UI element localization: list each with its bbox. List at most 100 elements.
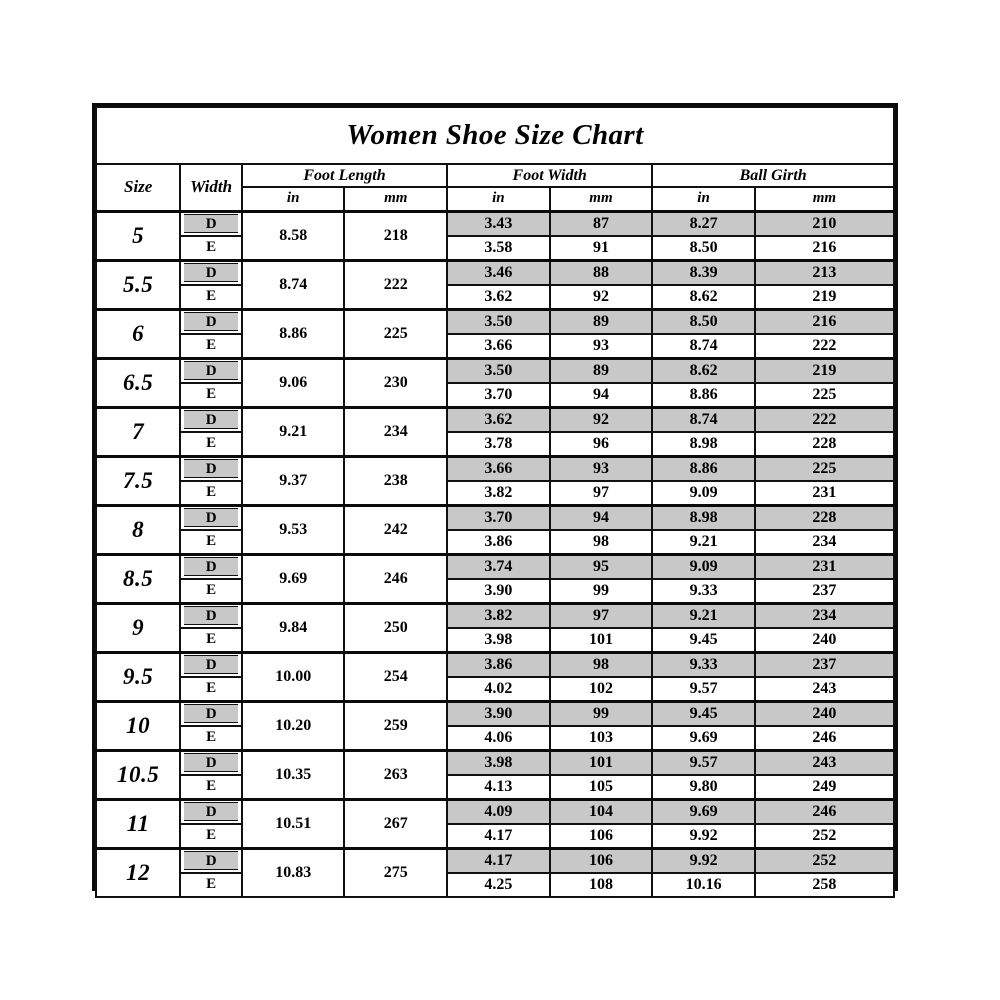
cell-width-code: D xyxy=(179,797,243,825)
header-unit-row: in mm in mm in mm xyxy=(96,186,896,213)
cell-foot-length-in: 10.00 xyxy=(240,650,346,702)
width-code-label: E xyxy=(206,876,217,893)
cell-width-code: D xyxy=(179,258,243,286)
cell-width-code: E xyxy=(179,529,243,555)
cell-foot-width-mm: 104 xyxy=(548,797,654,825)
cell-size: 6 xyxy=(94,307,182,359)
cell-foot-width-in: 4.09 xyxy=(446,797,551,825)
cell-foot-length-in: 9.21 xyxy=(240,405,346,457)
cell-size: 10.5 xyxy=(94,748,182,800)
cell-foot-width-in: 3.86 xyxy=(446,528,551,555)
header-group-foot-width: Foot Width xyxy=(446,163,654,188)
cell-foot-width-in: 3.98 xyxy=(446,626,551,653)
width-code-label: D xyxy=(184,753,238,772)
chart-title-row: Women Shoe Size Chart xyxy=(95,106,895,165)
cell-foot-width-in: 3.98 xyxy=(446,748,551,776)
cell-ball-girth-mm: 258 xyxy=(753,871,896,898)
cell-ball-girth-in: 9.45 xyxy=(651,699,756,727)
cell-ball-girth-mm: 249 xyxy=(753,773,896,800)
cell-width-code: E xyxy=(179,480,243,506)
cell-ball-girth-mm: 213 xyxy=(753,258,896,286)
table-row: 10 D 10.20 259 3.90 99 9.45 240 xyxy=(94,699,896,751)
cell-foot-length-mm: 230 xyxy=(343,356,449,408)
cell-ball-girth-in: 9.92 xyxy=(651,822,756,849)
table-row: E 4.06 103 9.69 246 xyxy=(96,724,896,751)
cell-ball-girth-mm: 246 xyxy=(753,724,896,751)
width-code-label: D xyxy=(184,508,238,527)
table-row: E 3.62 92 8.62 219 xyxy=(96,283,896,310)
cell-foot-width-in: 3.82 xyxy=(446,601,551,629)
cell-foot-width-mm: 91 xyxy=(548,234,654,261)
cell-ball-girth-in: 9.57 xyxy=(651,675,756,702)
cell-foot-length-in: 9.37 xyxy=(240,454,346,506)
cell-ball-girth-mm: 228 xyxy=(753,430,896,457)
cell-width-code: E xyxy=(179,823,243,849)
cell-size: 12 xyxy=(94,846,182,898)
cell-foot-width-mm: 98 xyxy=(548,528,654,555)
width-code-label: D xyxy=(184,263,238,282)
cell-width-code: E xyxy=(179,235,243,261)
cell-foot-width-mm: 106 xyxy=(548,846,654,874)
width-code-label: E xyxy=(206,484,217,500)
cell-width-code: D xyxy=(179,699,243,727)
cell-ball-girth-mm: 240 xyxy=(753,699,896,727)
cell-ball-girth-in: 9.21 xyxy=(651,601,756,629)
cell-ball-girth-mm: 243 xyxy=(753,748,896,776)
width-code-label: E xyxy=(206,533,217,549)
cell-size: 7.5 xyxy=(94,454,182,506)
cell-ball-girth-mm: 243 xyxy=(753,675,896,702)
cell-width-code: D xyxy=(179,356,243,384)
page-title: Women Shoe Size Chart xyxy=(95,106,895,165)
table-row: E 4.17 106 9.92 252 xyxy=(96,822,896,849)
width-code-label: D xyxy=(184,606,238,625)
cell-ball-girth-mm: 240 xyxy=(753,626,896,653)
cell-ball-girth-mm: 246 xyxy=(753,797,896,825)
cell-ball-girth-in: 8.98 xyxy=(651,430,756,457)
cell-foot-width-mm: 98 xyxy=(548,650,654,678)
cell-ball-girth-mm: 234 xyxy=(753,528,896,555)
width-code-label: E xyxy=(206,827,217,843)
cell-foot-width-in: 4.13 xyxy=(446,773,551,800)
cell-foot-width-mm: 87 xyxy=(548,209,654,237)
cell-foot-width-in: 3.78 xyxy=(446,430,551,457)
cell-foot-length-in: 10.83 xyxy=(240,846,346,898)
width-code-label: D xyxy=(184,851,238,870)
cell-ball-girth-in: 9.80 xyxy=(651,773,756,800)
table-row: E 3.90 99 9.33 237 xyxy=(96,577,896,604)
header-group-foot-length: Foot Length xyxy=(240,163,449,188)
cell-foot-width-mm: 94 xyxy=(548,381,654,408)
width-code-label: D xyxy=(184,655,238,674)
table-row: 5 D 8.58 218 3.43 87 8.27 210 xyxy=(94,209,896,261)
cell-ball-girth-mm: 231 xyxy=(753,552,896,580)
table-row: 12 D 10.83 275 4.17 106 9.92 252 xyxy=(94,846,896,898)
header-unit-ball-girth-mm: mm xyxy=(753,186,896,213)
table-row: 7 D 9.21 234 3.62 92 8.74 222 xyxy=(94,405,896,457)
cell-foot-length-in: 10.35 xyxy=(240,748,346,800)
cell-foot-length-mm: 263 xyxy=(343,748,449,800)
table-row: 6.5 D 9.06 230 3.50 89 8.62 219 xyxy=(94,356,896,408)
cell-foot-length-mm: 246 xyxy=(343,552,449,604)
cell-foot-width-in: 3.50 xyxy=(446,356,551,384)
cell-ball-girth-in: 9.57 xyxy=(651,748,756,776)
cell-foot-length-mm: 259 xyxy=(343,699,449,751)
width-code-label: E xyxy=(206,239,217,255)
cell-foot-width-mm: 88 xyxy=(548,258,654,286)
cell-foot-length-mm: 234 xyxy=(343,405,449,457)
cell-foot-width-in: 3.74 xyxy=(446,552,551,580)
cell-foot-length-in: 8.58 xyxy=(240,209,346,261)
cell-foot-width-mm: 101 xyxy=(548,626,654,653)
cell-foot-length-mm: 222 xyxy=(343,258,449,310)
cell-foot-length-in: 10.51 xyxy=(240,797,346,849)
cell-width-code: E xyxy=(179,431,243,457)
cell-size: 5.5 xyxy=(94,258,182,310)
cell-ball-girth-mm: 219 xyxy=(753,356,896,384)
cell-ball-girth-mm: 234 xyxy=(753,601,896,629)
header-unit-foot-length-in: in xyxy=(240,186,346,213)
table-row: 8.5 D 9.69 246 3.74 95 9.09 231 xyxy=(94,552,896,604)
cell-width-code: D xyxy=(179,454,243,482)
cell-size: 9 xyxy=(94,601,182,653)
cell-width-code: E xyxy=(179,284,243,310)
width-code-label: D xyxy=(184,214,238,233)
cell-width-code: E xyxy=(179,725,243,751)
cell-ball-girth-in: 8.86 xyxy=(651,454,756,482)
